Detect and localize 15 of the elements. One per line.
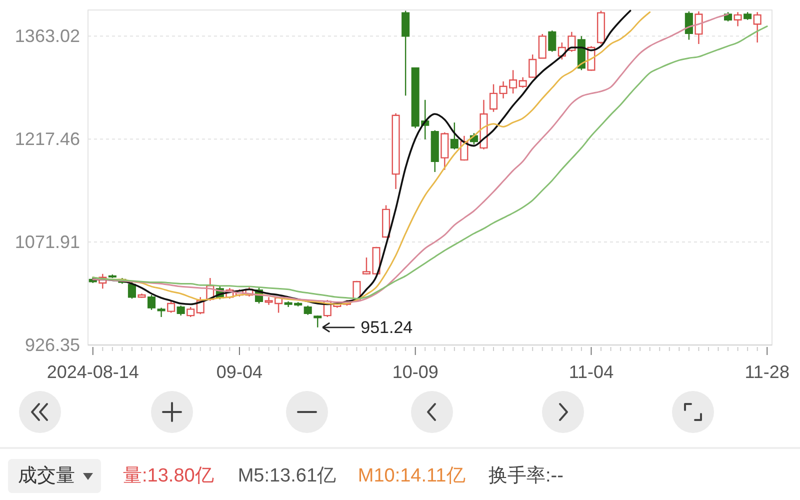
y-tick-label: 1363.02 — [14, 26, 80, 46]
y-tick-label: 926.35 — [24, 335, 80, 355]
x-tick-label: 2024-08-14 — [46, 362, 139, 382]
annotation: 951.24 — [360, 318, 413, 337]
x-tick-label: 10-09 — [392, 362, 438, 382]
x-tick-label: 09-04 — [216, 362, 262, 382]
text: 换手率:-- — [488, 464, 564, 486]
y-tick-label: 1217.46 — [14, 129, 80, 150]
text: M10:14.11亿 — [358, 466, 466, 486]
y-tick-label: 1071.91 — [14, 232, 80, 252]
text: 成交量 — [18, 464, 75, 486]
x-tick-label: 11-04 — [568, 362, 614, 382]
text: M5:13.61亿 — [238, 466, 336, 486]
x-tick-label: 11-28 — [744, 362, 790, 382]
text: 量:13.80亿 — [123, 466, 214, 486]
